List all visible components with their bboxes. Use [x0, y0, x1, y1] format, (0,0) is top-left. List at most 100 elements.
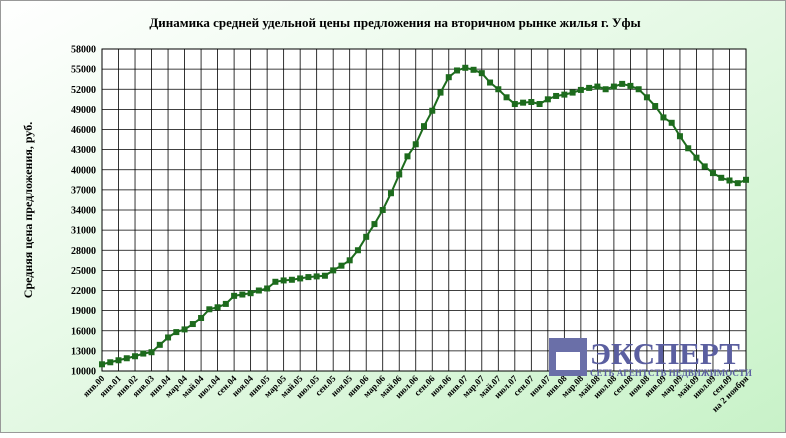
marker [123, 355, 130, 362]
marker [676, 133, 683, 140]
marker [709, 170, 716, 177]
marker [115, 357, 122, 364]
marker [561, 91, 568, 98]
marker [445, 74, 452, 81]
y-tick-label: 31000 [71, 226, 96, 237]
chart-title: Динамика средней удельной цены предложен… [149, 15, 640, 30]
marker [239, 291, 246, 298]
marker [214, 304, 221, 311]
marker [338, 262, 345, 269]
marker [577, 86, 584, 93]
marker [478, 70, 485, 77]
marker [726, 177, 733, 184]
y-axis-label: Средняя цена предложения, руб. [21, 122, 35, 298]
marker [693, 154, 700, 161]
marker [619, 80, 626, 87]
marker [660, 114, 667, 121]
y-tick-label: 55000 [71, 65, 96, 76]
marker [643, 94, 650, 101]
marker [412, 141, 419, 148]
marker [321, 272, 328, 279]
marker [198, 315, 205, 322]
marker [743, 176, 749, 183]
marker [627, 82, 634, 89]
marker [330, 267, 337, 274]
y-tick-label: 49000 [71, 105, 96, 116]
logo: ЭКСПЕРТ СЕТЬ АГЕНТСТВ НЕДВИЖИМОСТИ [549, 336, 752, 378]
y-tick-label: 46000 [71, 125, 96, 136]
marker [272, 278, 279, 285]
marker [288, 276, 295, 283]
marker [363, 233, 370, 240]
marker [132, 353, 139, 360]
marker [594, 83, 601, 90]
marker [371, 221, 378, 228]
y-tick-label: 37000 [71, 185, 96, 196]
logo-icon-house [556, 352, 580, 370]
marker [379, 207, 386, 213]
marker [156, 341, 163, 348]
marker [503, 94, 510, 101]
marker [635, 86, 642, 93]
y-tick-label: 58000 [71, 45, 96, 56]
marker [462, 64, 469, 71]
marker [528, 98, 535, 105]
y-tick-label: 22000 [71, 286, 96, 297]
y-tick-label: 13000 [71, 346, 96, 357]
marker [404, 153, 411, 160]
marker [685, 145, 692, 152]
marker [569, 89, 576, 96]
y-tick-label: 19000 [71, 306, 96, 317]
marker [511, 101, 518, 108]
y-tick-label: 16000 [71, 326, 96, 337]
plot-border [101, 48, 747, 372]
marker [148, 349, 155, 356]
marker [313, 273, 320, 280]
marker [165, 334, 172, 341]
marker [297, 275, 304, 282]
marker [206, 306, 213, 313]
marker [668, 119, 675, 126]
marker [602, 86, 609, 93]
y-tick-label: 25000 [71, 266, 96, 277]
y-tick-label: 10000 [71, 367, 96, 378]
marker [701, 163, 708, 170]
marker [454, 67, 461, 74]
y-tick-label: 43000 [71, 145, 96, 156]
marker [173, 329, 180, 336]
marker [610, 83, 617, 90]
marker [222, 300, 229, 307]
marker [495, 86, 502, 93]
marker [536, 101, 543, 108]
marker [264, 285, 271, 292]
marker [487, 79, 494, 86]
y-tick-label: 34000 [71, 206, 96, 217]
marker [470, 66, 477, 73]
marker [305, 274, 312, 281]
marker [255, 287, 262, 294]
marker [553, 92, 560, 99]
marker [247, 290, 254, 297]
marker [346, 257, 353, 264]
logo-tagline: СЕТЬ АГЕНТСТВ НЕДВИЖИМОСТИ [590, 368, 752, 378]
marker [280, 277, 287, 284]
marker [396, 171, 403, 178]
logo-name: ЭКСПЕРТ [590, 336, 740, 371]
marker [652, 103, 659, 110]
marker [140, 350, 147, 357]
marker [99, 361, 105, 368]
marker [520, 99, 527, 106]
marker [718, 174, 725, 181]
marker [107, 359, 114, 366]
marker [586, 84, 593, 91]
marker [354, 247, 361, 254]
marker [734, 180, 741, 187]
marker [421, 123, 427, 130]
marker [189, 321, 196, 328]
y-tick-label: 28000 [71, 246, 96, 257]
marker [429, 107, 436, 114]
marker [231, 292, 238, 299]
marker [387, 190, 394, 197]
marker [181, 326, 188, 333]
